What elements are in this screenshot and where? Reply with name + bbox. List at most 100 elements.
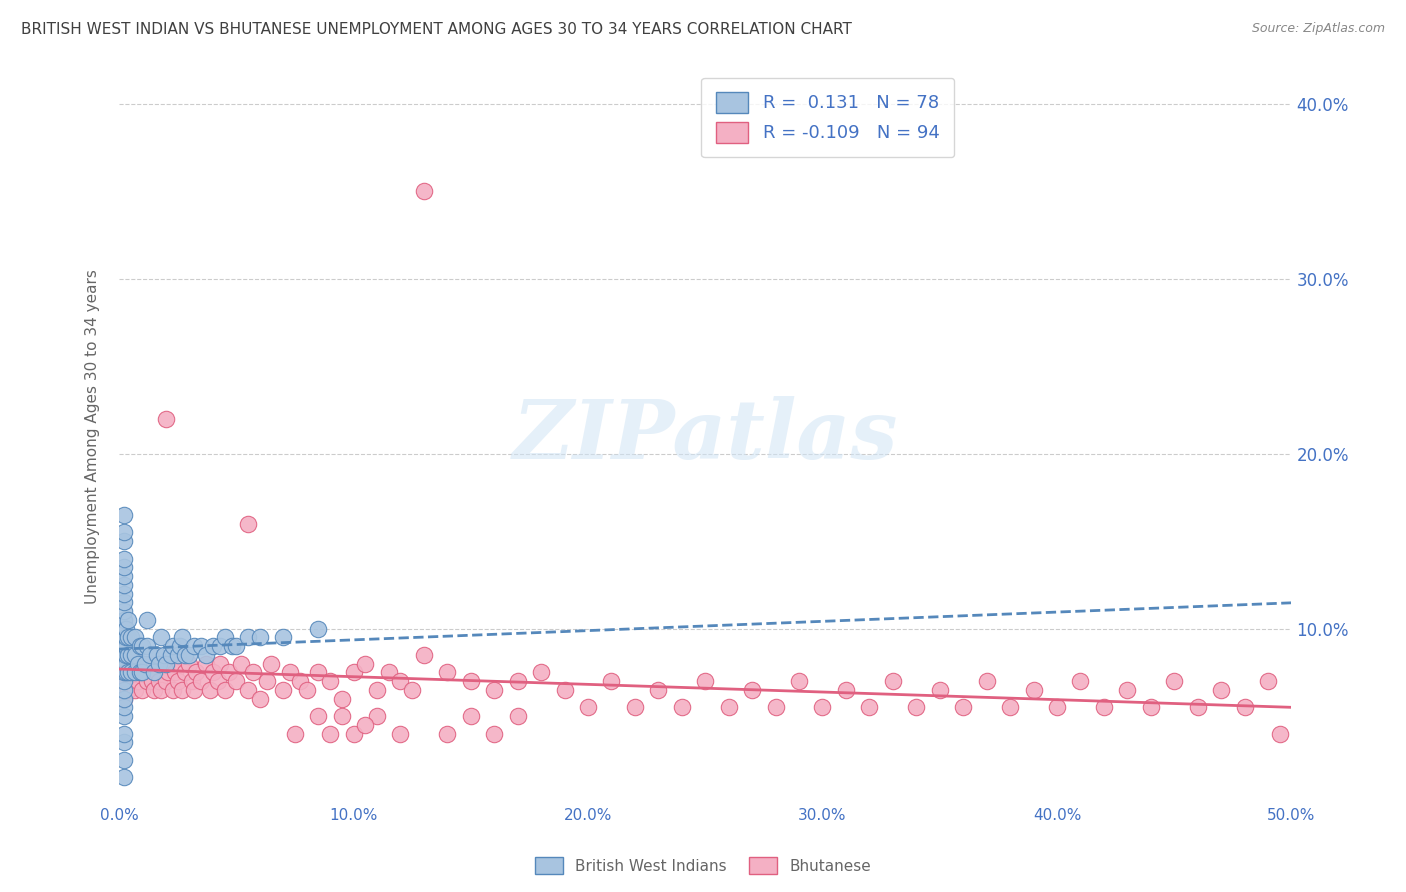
Point (169, 657, 191, 671)
Point (112, 700, 135, 714)
Point (183, 639, 205, 653)
Point (377, 665, 399, 680)
Point (319, 726, 342, 740)
Point (330, 691, 353, 706)
Point (145, 648, 167, 662)
Point (190, 639, 212, 653)
Point (1268, 726, 1291, 740)
Point (811, 700, 834, 714)
Point (124, 682, 146, 697)
Point (112, 682, 135, 697)
Point (717, 700, 740, 714)
Point (112, 657, 135, 671)
Point (307, 622, 329, 636)
Point (112, 709, 135, 723)
Point (112, 665, 135, 680)
Point (1046, 700, 1069, 714)
Point (647, 682, 669, 697)
Point (131, 665, 153, 680)
Point (284, 726, 307, 740)
Point (150, 682, 173, 697)
Point (998, 700, 1021, 714)
Point (112, 631, 135, 645)
Point (506, 674, 529, 689)
Point (484, 726, 506, 740)
Point (112, 586, 135, 600)
Point (952, 700, 974, 714)
Point (288, 674, 311, 689)
Point (366, 709, 388, 723)
Point (134, 657, 156, 671)
Point (148, 674, 170, 689)
Point (138, 657, 160, 671)
Point (131, 639, 153, 653)
Point (225, 639, 247, 653)
Point (112, 674, 135, 689)
Legend: R =  0.131   N = 78, R = -0.109   N = 94: R = 0.131 N = 78, R = -0.109 N = 94 (702, 78, 955, 157)
Point (741, 682, 763, 697)
Point (506, 709, 529, 723)
Point (159, 657, 181, 671)
Point (112, 622, 135, 636)
Point (150, 631, 173, 645)
Point (112, 578, 135, 592)
Point (129, 665, 152, 680)
Point (179, 648, 201, 662)
Point (136, 674, 159, 689)
Y-axis label: Unemployment Among Ages 30 to 34 years: Unemployment Among Ages 30 to 34 years (86, 268, 100, 604)
Point (576, 700, 599, 714)
Point (180, 674, 202, 689)
Point (136, 639, 159, 653)
Point (354, 657, 377, 671)
Point (530, 665, 553, 680)
Point (117, 665, 139, 680)
Point (436, 665, 458, 680)
Point (138, 648, 160, 662)
Point (120, 674, 142, 689)
Point (112, 735, 135, 749)
Point (172, 631, 194, 645)
Point (436, 726, 458, 740)
Point (976, 674, 998, 689)
Point (928, 682, 950, 697)
Point (129, 639, 152, 653)
Point (179, 657, 201, 671)
Point (214, 631, 236, 645)
Point (342, 665, 364, 680)
Point (112, 674, 135, 689)
Point (127, 674, 149, 689)
Point (460, 709, 482, 723)
Point (112, 604, 135, 618)
Point (242, 665, 264, 680)
Point (354, 718, 377, 732)
Point (1211, 682, 1233, 697)
Point (1139, 700, 1161, 714)
Point (112, 726, 135, 740)
Point (169, 639, 191, 653)
Point (148, 657, 170, 671)
Point (112, 753, 135, 767)
Point (200, 682, 222, 697)
Point (260, 657, 283, 671)
Point (218, 665, 240, 680)
Point (278, 665, 301, 680)
Point (120, 665, 142, 680)
Point (112, 560, 135, 574)
Point (112, 525, 135, 540)
Point (131, 682, 153, 697)
Point (115, 648, 138, 662)
Point (249, 691, 271, 706)
Point (120, 648, 142, 662)
Point (112, 639, 135, 653)
Point (858, 700, 880, 714)
Point (155, 411, 177, 425)
Point (141, 674, 163, 689)
Point (319, 674, 342, 689)
Point (307, 665, 329, 680)
Point (129, 657, 152, 671)
Point (117, 613, 139, 627)
Point (1069, 674, 1091, 689)
Point (122, 665, 145, 680)
Point (134, 665, 156, 680)
Point (671, 700, 693, 714)
